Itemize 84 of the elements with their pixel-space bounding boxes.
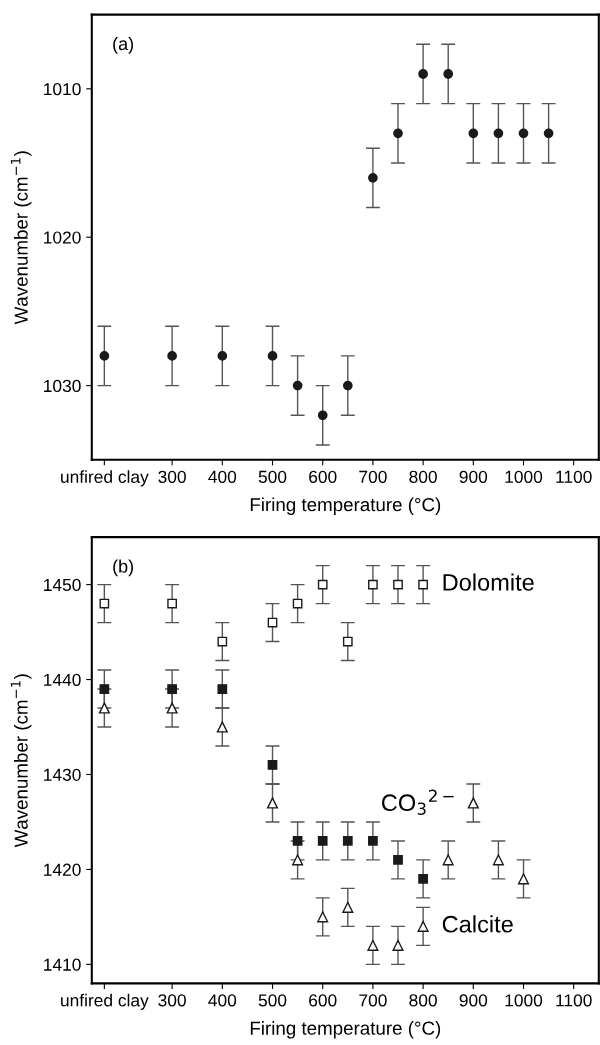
annotation: CO$_{3}$$^{2−}$ <box>381 789 454 815</box>
point <box>98 702 110 714</box>
y-tick-label: 1020 <box>44 231 81 244</box>
point <box>317 579 328 590</box>
x-tick-label: unfired clay <box>61 470 149 487</box>
x-tick-label: 400 <box>208 470 237 483</box>
y-tick-label: 1410 <box>44 958 81 971</box>
x-axis-title: Firing temperature (°C) <box>250 1021 441 1039</box>
x-tick-label: 400 <box>208 994 237 1007</box>
y-tick-label: 1430 <box>44 768 81 781</box>
annotation: (a) <box>113 36 134 54</box>
x-tick-label: 1000 <box>505 470 543 483</box>
point <box>493 128 504 139</box>
point <box>368 836 378 846</box>
x-tick-label: 600 <box>309 470 337 483</box>
point <box>393 855 403 865</box>
point <box>467 797 479 809</box>
point <box>367 939 379 951</box>
point <box>393 579 403 590</box>
point <box>342 901 354 913</box>
x-tick-label: 1000 <box>505 994 543 1007</box>
annotation: Dolomite <box>443 573 534 591</box>
x-tick-label: 500 <box>258 994 287 1007</box>
x-tick-label: 1100 <box>556 470 592 483</box>
point <box>418 874 428 884</box>
y-axis-title: Wavenumber (cm$^{−1}$) <box>10 674 32 848</box>
point <box>393 128 403 139</box>
x-tick-label: 300 <box>158 470 186 483</box>
point <box>392 939 404 951</box>
point <box>543 128 554 139</box>
x-tick-label: 700 <box>359 470 387 483</box>
point <box>417 920 429 932</box>
x-tick-label: 900 <box>459 994 488 1007</box>
point <box>342 636 353 647</box>
point <box>166 702 178 714</box>
point <box>217 684 228 694</box>
point <box>292 380 303 391</box>
point <box>167 684 177 694</box>
y-axis-title: Wavenumber (cm$^{−1}$) <box>10 151 32 325</box>
x-tick-label: 700 <box>359 994 387 1007</box>
point <box>518 128 529 139</box>
annotation: Calcite <box>442 915 513 933</box>
y-tick-label: 1440 <box>44 673 81 686</box>
x-tick-label: 1100 <box>556 994 592 1007</box>
point <box>368 579 378 590</box>
point <box>167 351 177 361</box>
point <box>216 721 228 733</box>
point <box>292 836 303 846</box>
point <box>99 684 110 694</box>
point <box>442 854 454 866</box>
point <box>292 854 304 866</box>
point <box>418 69 428 79</box>
point <box>317 911 329 923</box>
y-tick-label: 1450 <box>44 578 81 592</box>
point <box>517 873 530 885</box>
y-tick-label: 1420 <box>44 863 81 876</box>
point <box>342 836 353 846</box>
y-tick-label: 1010 <box>44 82 81 96</box>
y-tick-label: 1030 <box>44 379 81 393</box>
x-tick-label: 800 <box>409 994 437 1007</box>
x-tick-label: unfired clay <box>61 993 149 1010</box>
x-tick-label: 600 <box>309 994 337 1007</box>
point <box>342 380 353 391</box>
point <box>368 172 378 183</box>
point <box>317 410 328 421</box>
point <box>99 351 110 361</box>
x-axis-title: Firing temperature (°C) <box>250 497 441 515</box>
x-tick-label: 500 <box>258 470 287 483</box>
point <box>267 351 278 361</box>
point <box>317 836 328 846</box>
point <box>217 351 228 361</box>
annotation: (b) <box>113 559 134 577</box>
point <box>167 598 177 609</box>
point <box>99 598 110 609</box>
point <box>418 579 428 590</box>
x-tick-label: 800 <box>409 470 437 483</box>
point <box>492 854 504 866</box>
x-tick-label: 900 <box>459 470 488 483</box>
point <box>468 128 479 139</box>
point <box>443 69 454 79</box>
point <box>267 760 278 770</box>
point <box>217 636 228 647</box>
point <box>266 797 279 809</box>
x-tick-label: 300 <box>158 994 186 1007</box>
